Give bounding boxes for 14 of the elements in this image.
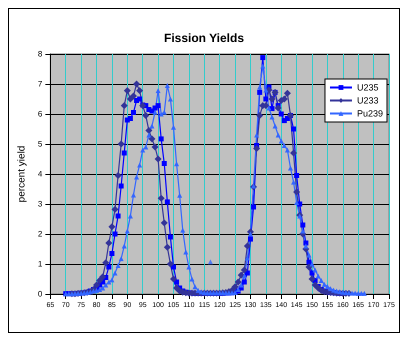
y-tick-label: 0 <box>38 290 43 298</box>
legend-label: Pu239 <box>356 108 384 118</box>
y-axis-title: percent yield <box>16 146 28 202</box>
y-tick-label: 7 <box>38 80 43 88</box>
legend-label: U235 <box>356 82 378 92</box>
y-tick-label: 3 <box>38 200 43 208</box>
legend-label: U233 <box>356 96 378 106</box>
y-tick-label: 6 <box>38 110 43 118</box>
chart-title: Fission Yields <box>164 31 244 45</box>
y-tick-label: 4 <box>38 170 43 178</box>
y-tick-label: 1 <box>38 260 43 268</box>
y-tick-label: 8 <box>38 50 43 58</box>
y-tick-label: 2 <box>38 230 43 238</box>
y-tick-label: 5 <box>38 140 43 148</box>
